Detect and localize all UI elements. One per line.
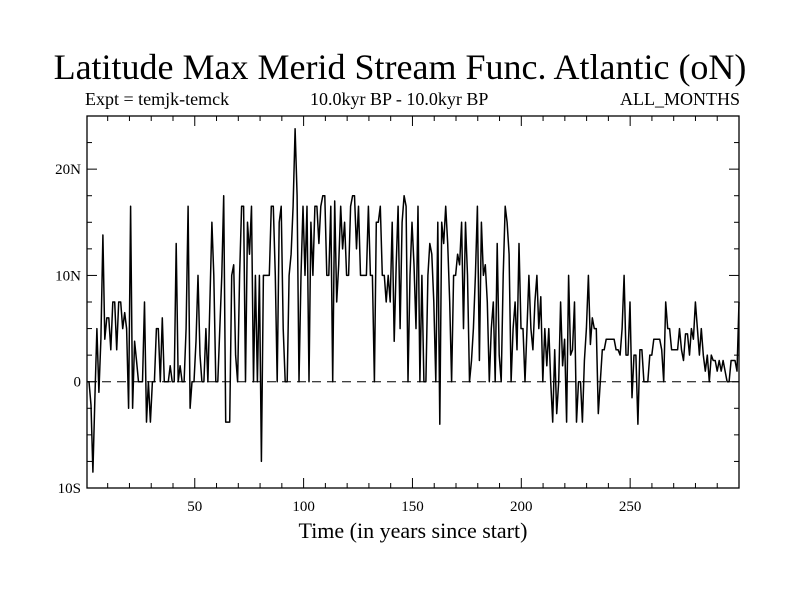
x-tick-label: 100	[292, 499, 315, 515]
tick-labels: 10S 0 10N 20N 50 100 150 200 250	[55, 162, 641, 515]
chart-title: Latitude Max Merid Stream Func. Atlantic…	[53, 47, 747, 87]
plot-frame	[86, 115, 740, 489]
y-tick-label: 10N	[55, 268, 81, 284]
x-tick-label: 150	[401, 499, 424, 515]
x-axis-label: Time (in years since start)	[298, 518, 528, 543]
experiment-label: Expt = temjk-temck	[85, 89, 230, 109]
x-tick-label: 200	[510, 499, 533, 515]
y-tick-label: 20N	[55, 162, 81, 178]
months-label: ALL_MONTHS	[620, 89, 740, 109]
x-tick-label: 50	[187, 499, 202, 515]
axis-ticks	[87, 115, 739, 489]
y-tick-label: 0	[74, 375, 82, 391]
period-label: 10.0kyr BP - 10.0kyr BP	[310, 89, 489, 109]
series-line	[87, 128, 740, 473]
x-tick-label: 250	[619, 499, 642, 515]
y-tick-label: 10S	[58, 481, 81, 497]
